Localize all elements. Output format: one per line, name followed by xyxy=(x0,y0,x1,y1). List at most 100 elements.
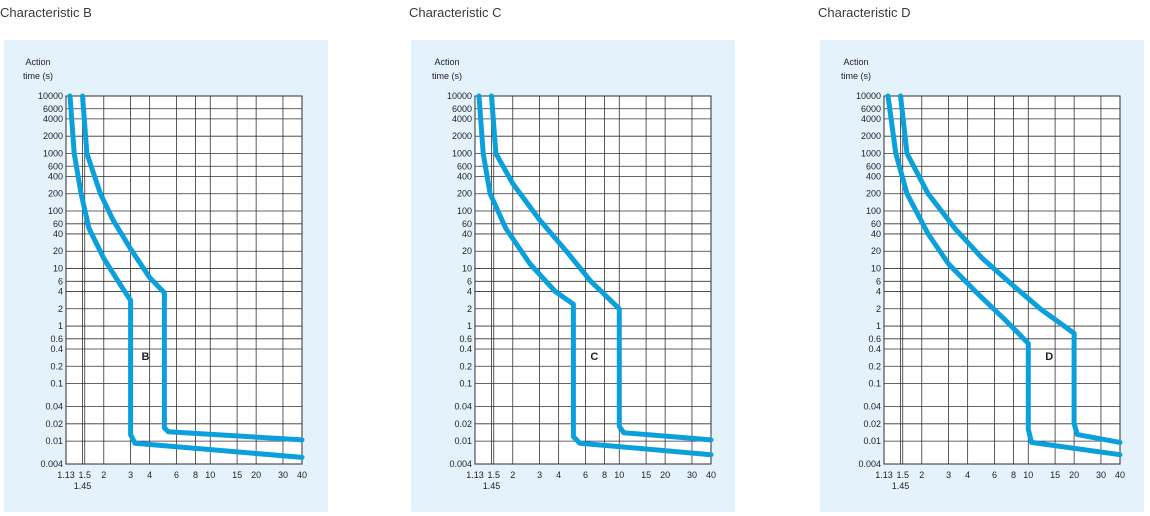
x-tick-label: 20 xyxy=(251,470,261,480)
y-tick-label: 4 xyxy=(876,286,881,296)
x-tick-label: 30 xyxy=(1096,470,1106,480)
y-tick-label: 0.4 xyxy=(50,344,63,354)
x-tick-label: 40 xyxy=(1115,470,1125,480)
chart-title-c: Characteristic C xyxy=(409,5,502,20)
chart-title-b: Characteristic B xyxy=(0,5,92,20)
y-tick-label: 2000 xyxy=(861,131,881,141)
x-tick-label: 4 xyxy=(556,470,561,480)
y-tick-label: 1000 xyxy=(43,149,63,159)
y-tick-label: 4 xyxy=(467,286,472,296)
x-tick-label: 8 xyxy=(1011,470,1016,480)
y-axis-label: time (s) xyxy=(432,71,462,81)
y-tick-label: 0.04 xyxy=(454,401,472,411)
x-tick-label: 30 xyxy=(278,470,288,480)
y-tick-label: 20 xyxy=(53,246,63,256)
y-tick-label: 0.004 xyxy=(40,459,63,469)
tripping-curve-upper xyxy=(80,93,305,443)
y-tick-label: 200 xyxy=(48,189,63,199)
curve-label: D xyxy=(1045,351,1053,363)
y-tick-label: 100 xyxy=(457,206,472,216)
y-axis-label: Action xyxy=(434,57,459,67)
y-tick-label: 0.01 xyxy=(45,436,63,446)
y-tick-label: 1000 xyxy=(452,149,472,159)
y-tick-label: 6 xyxy=(58,276,63,286)
y-tick-label: 0.01 xyxy=(454,436,472,446)
chart-c: 1000060004000200010006004002001006040201… xyxy=(432,57,716,491)
y-tick-label: 2 xyxy=(58,304,63,314)
y-tick-label: 6000 xyxy=(43,104,63,114)
tripping-curve-upper xyxy=(489,93,714,443)
y-tick-label: 10000 xyxy=(38,91,63,101)
y-tick-label: 1 xyxy=(876,321,881,331)
y-tick-label: 6000 xyxy=(861,104,881,114)
curve-label: C xyxy=(590,351,598,363)
x-tick-label: 10 xyxy=(205,470,215,480)
y-tick-label: 600 xyxy=(866,161,881,171)
y-tick-label: 10 xyxy=(53,264,63,274)
x-tick-label: 15 xyxy=(641,470,651,480)
x-tick-label: 1.13 xyxy=(466,470,484,480)
y-tick-label: 40 xyxy=(462,229,472,239)
y-axis-label: time (s) xyxy=(841,71,871,81)
y-tick-label: 60 xyxy=(462,219,472,229)
x-tick-label-extra: 1.45 xyxy=(892,481,910,491)
y-tick-label: 10 xyxy=(871,264,881,274)
y-tick-label: 4000 xyxy=(43,114,63,124)
x-tick-label: 1.5 xyxy=(487,470,500,480)
y-tick-label: 0.1 xyxy=(459,379,472,389)
y-tick-label: 0.4 xyxy=(868,344,881,354)
y-tick-label: 600 xyxy=(457,161,472,171)
y-tick-label: 4 xyxy=(58,286,63,296)
x-tick-label: 10 xyxy=(1023,470,1033,480)
y-tick-label: 1 xyxy=(467,321,472,331)
y-tick-label: 100 xyxy=(48,206,63,216)
y-tick-label: 2 xyxy=(467,304,472,314)
y-tick-label: 0.4 xyxy=(459,344,472,354)
x-tick-label: 8 xyxy=(193,470,198,480)
y-tick-label: 60 xyxy=(871,219,881,229)
y-axis-label: Action xyxy=(25,57,50,67)
y-tick-label: 0.02 xyxy=(863,419,881,429)
y-tick-label: 10000 xyxy=(447,91,472,101)
x-tick-label: 1.5 xyxy=(78,470,91,480)
plot-area xyxy=(65,95,303,465)
y-tick-label: 2000 xyxy=(452,131,472,141)
x-tick-label-extra: 1.45 xyxy=(74,481,92,491)
y-tick-label: 60 xyxy=(53,219,63,229)
x-tick-label: 40 xyxy=(297,470,307,480)
y-tick-label: 200 xyxy=(866,189,881,199)
y-tick-label: 2 xyxy=(876,304,881,314)
y-tick-label: 0.6 xyxy=(459,334,472,344)
y-tick-label: 0.01 xyxy=(863,436,881,446)
x-tick-label: 6 xyxy=(174,470,179,480)
x-tick-label: 20 xyxy=(1069,470,1079,480)
x-tick-label-extra: 1.45 xyxy=(483,481,501,491)
x-tick-label: 20 xyxy=(660,470,670,480)
chart-title-d: Characteristic D xyxy=(818,5,911,20)
y-tick-label: 6 xyxy=(467,276,472,286)
y-tick-label: 0.1 xyxy=(50,379,63,389)
y-tick-label: 400 xyxy=(866,171,881,181)
y-tick-label: 100 xyxy=(866,206,881,216)
x-tick-label: 3 xyxy=(946,470,951,480)
y-tick-label: 10000 xyxy=(856,91,881,101)
y-tick-label: 20 xyxy=(871,246,881,256)
y-tick-label: 1 xyxy=(58,321,63,331)
y-tick-label: 400 xyxy=(48,171,63,181)
y-tick-label: 4000 xyxy=(452,114,472,124)
y-tick-label: 2000 xyxy=(43,131,63,141)
x-tick-label: 10 xyxy=(614,470,624,480)
y-tick-label: 0.2 xyxy=(868,361,881,371)
chart-d: 1000060004000200010006004002001006040201… xyxy=(841,57,1125,491)
y-tick-label: 600 xyxy=(48,161,63,171)
tripping-curve-upper xyxy=(898,93,1123,445)
x-tick-label: 1.13 xyxy=(875,470,893,480)
y-tick-label: 0.6 xyxy=(50,334,63,344)
x-tick-label: 6 xyxy=(583,470,588,480)
x-tick-label: 15 xyxy=(1050,470,1060,480)
y-tick-label: 20 xyxy=(462,246,472,256)
y-tick-label: 0.004 xyxy=(858,459,881,469)
y-tick-label: 0.04 xyxy=(45,401,63,411)
y-tick-label: 1000 xyxy=(861,149,881,159)
y-axis-label: Action xyxy=(843,57,868,67)
